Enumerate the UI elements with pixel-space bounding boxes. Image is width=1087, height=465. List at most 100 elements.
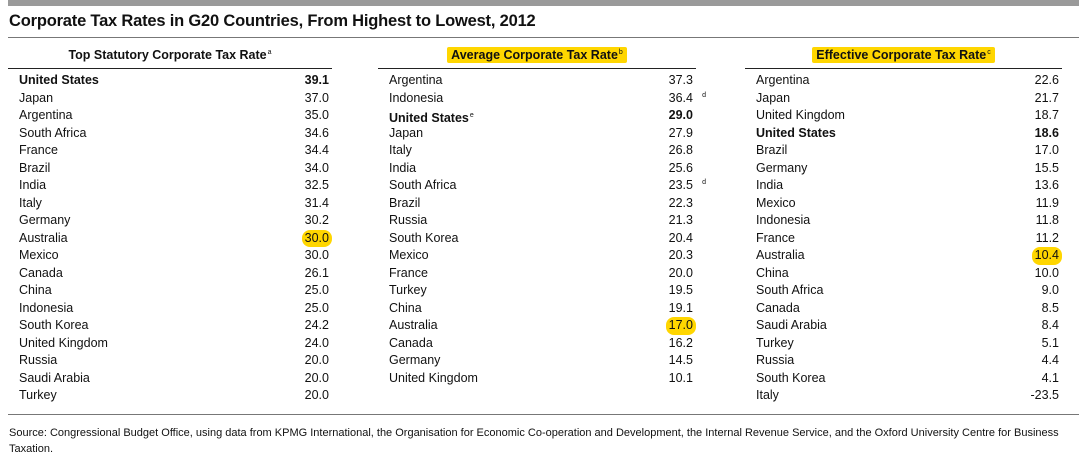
rate-value: 13.6 [1034, 178, 1059, 192]
country-name: South Korea [19, 318, 89, 332]
country-label: South Korea [389, 230, 459, 248]
country-name: Saudi Arabia [756, 318, 827, 332]
rate-value: 10.1 [668, 370, 693, 385]
country-name: Italy [389, 143, 412, 157]
table-row: South Korea 4.1 [745, 370, 1062, 388]
country-label: Turkey [19, 387, 57, 405]
country-label: United States [19, 72, 99, 90]
table-row: South Africa 34.6 [8, 125, 332, 143]
table-row: India 13.6 [745, 177, 1062, 195]
table-row: Argentina 37.3 [378, 72, 696, 90]
panel-header-text: Effective Corporate Tax Rate [816, 48, 987, 62]
table-row: Japan 21.7 [745, 90, 1062, 108]
rate-value: 10.4 [1031, 247, 1062, 265]
country-name: Argentina [19, 108, 73, 122]
table-row: Turkey 19.5 [378, 282, 696, 300]
rate-value: 19.5 [668, 283, 693, 297]
country-label: Australia [389, 317, 438, 335]
rate-value: 11.2 [1035, 230, 1059, 245]
country-label: United Kingdom [756, 107, 845, 125]
rate-value: 20.0 [304, 370, 329, 385]
top-bar [8, 0, 1079, 6]
country-name: Indonesia [756, 213, 811, 227]
rate-value: 37.3 [668, 73, 693, 87]
country-label: Mexico [19, 247, 59, 265]
rate-value: 8.4 [1041, 318, 1059, 332]
table-row: Argentina 35.0 [8, 107, 332, 125]
country-name: Brazil [19, 160, 51, 175]
country-label: Turkey [389, 282, 427, 300]
country-label: United States [756, 125, 836, 143]
country-name: Mexico [389, 248, 429, 262]
table-row: Mexico 20.3 [378, 247, 696, 265]
country-name: Japan [19, 90, 54, 105]
table-row: Russia 20.0 [8, 352, 332, 370]
country-label: Saudi Arabia [756, 317, 827, 335]
panel-header: Top Statutory Corporate Tax Ratea [8, 48, 332, 68]
rate-value: 23.5 [668, 178, 693, 192]
table-row: France 11.2 [745, 230, 1062, 248]
country-label: South Africa [756, 282, 823, 300]
rate-value: 24.0 [304, 335, 329, 350]
country-name: Saudi Arabia [19, 370, 90, 385]
table-row: Turkey 5.1 [745, 335, 1062, 353]
rate-value: 24.2 [304, 318, 329, 332]
country-label: China [19, 282, 52, 300]
country-label: Canada [19, 265, 63, 283]
country-label: United Kingdom [389, 370, 478, 388]
rate-value: 21.7 [1034, 90, 1059, 105]
country-label: Canada [389, 335, 433, 353]
country-name: South Korea [756, 370, 826, 385]
country-name: Japan [389, 125, 424, 140]
rate-value: 14.5 [668, 353, 693, 367]
country-label: Italy [389, 142, 412, 160]
table-row: Italy -23.5 [745, 387, 1062, 405]
rate-value: 34.0 [304, 160, 329, 175]
country-name: Turkey [389, 283, 427, 297]
table-row: United States 39.1 [8, 72, 332, 90]
panel-header-label: Effective Corporate Tax Ratec [812, 47, 995, 63]
rate-value: 5.1 [1041, 335, 1059, 350]
country-name: United Kingdom [19, 335, 108, 350]
table-row: Canada 26.1 [8, 265, 332, 283]
country-label: Indonesia [756, 212, 810, 230]
rate-value: 18.6 [1034, 125, 1059, 140]
table-row: Germany 15.5 [745, 160, 1062, 178]
country-label: Argentina [389, 72, 443, 90]
rate-value: 11.8 [1035, 213, 1059, 227]
country-label: Turkey [756, 335, 794, 353]
country-name: Australia [19, 230, 68, 245]
table-row: Canada 16.2 [378, 335, 696, 353]
country-name: Mexico [756, 195, 796, 210]
rate-value: 29.0 [668, 108, 693, 122]
title-divider [8, 37, 1079, 38]
country-label: United Kingdom [19, 335, 108, 353]
country-label: Argentina [756, 72, 810, 90]
panel-header-label: Top Statutory Corporate Tax Ratea [68, 48, 271, 62]
table-row: Russia 4.4 [745, 352, 1062, 370]
table-row: Germany 14.5 [378, 352, 696, 370]
country-label: Brazil [19, 160, 50, 178]
rate-value: 37.0 [304, 90, 329, 105]
country-name: United States [19, 73, 99, 87]
country-name: Canada [389, 335, 433, 350]
country-label: India [389, 160, 416, 178]
rate-value: 25.6 [668, 160, 693, 175]
panel-header: Average Corporate Tax Rateb [378, 47, 696, 68]
table-row: Canada 8.5 [745, 300, 1062, 318]
table-row: United Statese 29.0 [378, 107, 696, 125]
country-name: United Kingdom [389, 370, 478, 385]
table-row: Mexico 30.0 [8, 247, 332, 265]
table-row: India 25.6 [378, 160, 696, 178]
country-name: Turkey [19, 388, 57, 402]
country-name: Italy [756, 388, 779, 402]
rate-value: 27.9 [668, 125, 693, 140]
country-name: South Korea [389, 230, 459, 245]
table-row: United Kingdom 24.0 [8, 335, 332, 353]
table-row: Indonesia 25.0 [8, 300, 332, 318]
footnote-marker: e [469, 112, 474, 119]
country-name: Argentina [756, 73, 810, 87]
country-name: China [19, 283, 52, 297]
rate-value: 30.2 [304, 213, 329, 227]
country-name: Germany [19, 213, 71, 227]
